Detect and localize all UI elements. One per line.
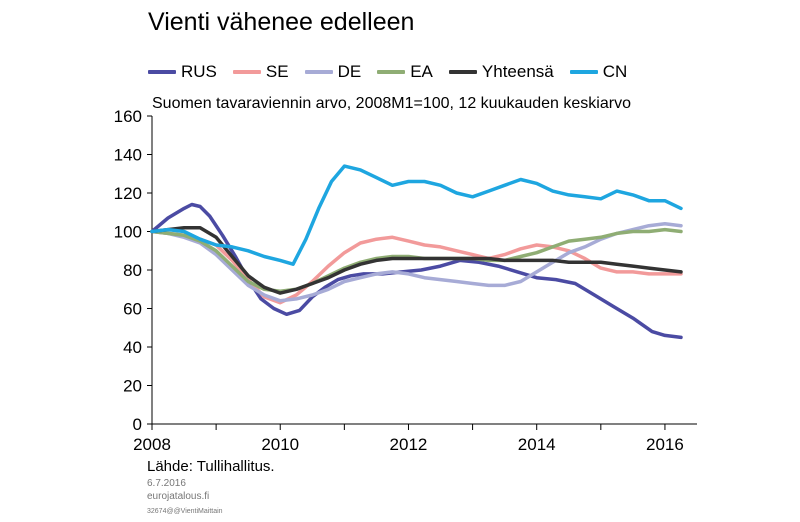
x-tick-label: 2016 — [646, 435, 684, 454]
legend-item: DE — [304, 62, 362, 82]
legend-swatch — [232, 70, 261, 74]
y-tick-label: 160 — [114, 107, 142, 126]
y-tick-label: 120 — [114, 184, 142, 203]
y-tick-label: 80 — [123, 261, 142, 280]
y-tick-label: 0 — [133, 415, 142, 434]
date-note: 6.7.2016 — [147, 478, 186, 489]
source-note: Lähde: Tullihallitus. — [147, 458, 275, 475]
chart-subtitle: Suomen tavaraviennin arvo, 2008M1=100, 1… — [152, 95, 631, 112]
series-line-yhteens- — [150, 225, 683, 295]
legend-item: Yhteensä — [448, 62, 554, 82]
series-line-cn — [150, 164, 683, 266]
x-tick-label: 2012 — [390, 435, 428, 454]
legend: RUS SE DE EA Yhteensä CN — [148, 60, 643, 84]
x-tick-label: 2010 — [261, 435, 299, 454]
legend-label: DE — [337, 62, 362, 81]
legend-item: SE — [232, 62, 289, 82]
legend-label: CN — [602, 62, 628, 81]
site-note: eurojatalous.fi — [147, 491, 210, 502]
y-tick-label: 60 — [123, 300, 142, 319]
series-line-de — [150, 222, 683, 303]
code-note: 32674@@VientiMaittain — [147, 508, 223, 515]
legend-item: RUS — [148, 62, 217, 82]
chart-title: Vienti vähenee edelleen — [148, 8, 415, 36]
legend-item: EA — [377, 62, 433, 82]
legend-label: SE — [265, 62, 289, 81]
y-tick-label: 20 — [123, 377, 142, 396]
legend-label: Yhteensä — [481, 62, 554, 81]
y-tick-label: 100 — [114, 223, 142, 242]
x-tick-label: 2008 — [133, 435, 171, 454]
y-tick-label: 140 — [114, 146, 142, 165]
legend-label: RUS — [181, 62, 217, 81]
series-line-rus — [150, 202, 683, 340]
legend-swatch — [148, 70, 176, 74]
legend-swatch — [569, 70, 598, 74]
legend-label: EA — [410, 62, 433, 81]
legend-swatch — [448, 70, 477, 74]
y-tick-label: 40 — [123, 338, 142, 357]
legend-swatch — [377, 70, 406, 74]
x-tick-label: 2014 — [518, 435, 556, 454]
legend-swatch — [304, 70, 333, 74]
legend-item: CN — [569, 62, 628, 82]
